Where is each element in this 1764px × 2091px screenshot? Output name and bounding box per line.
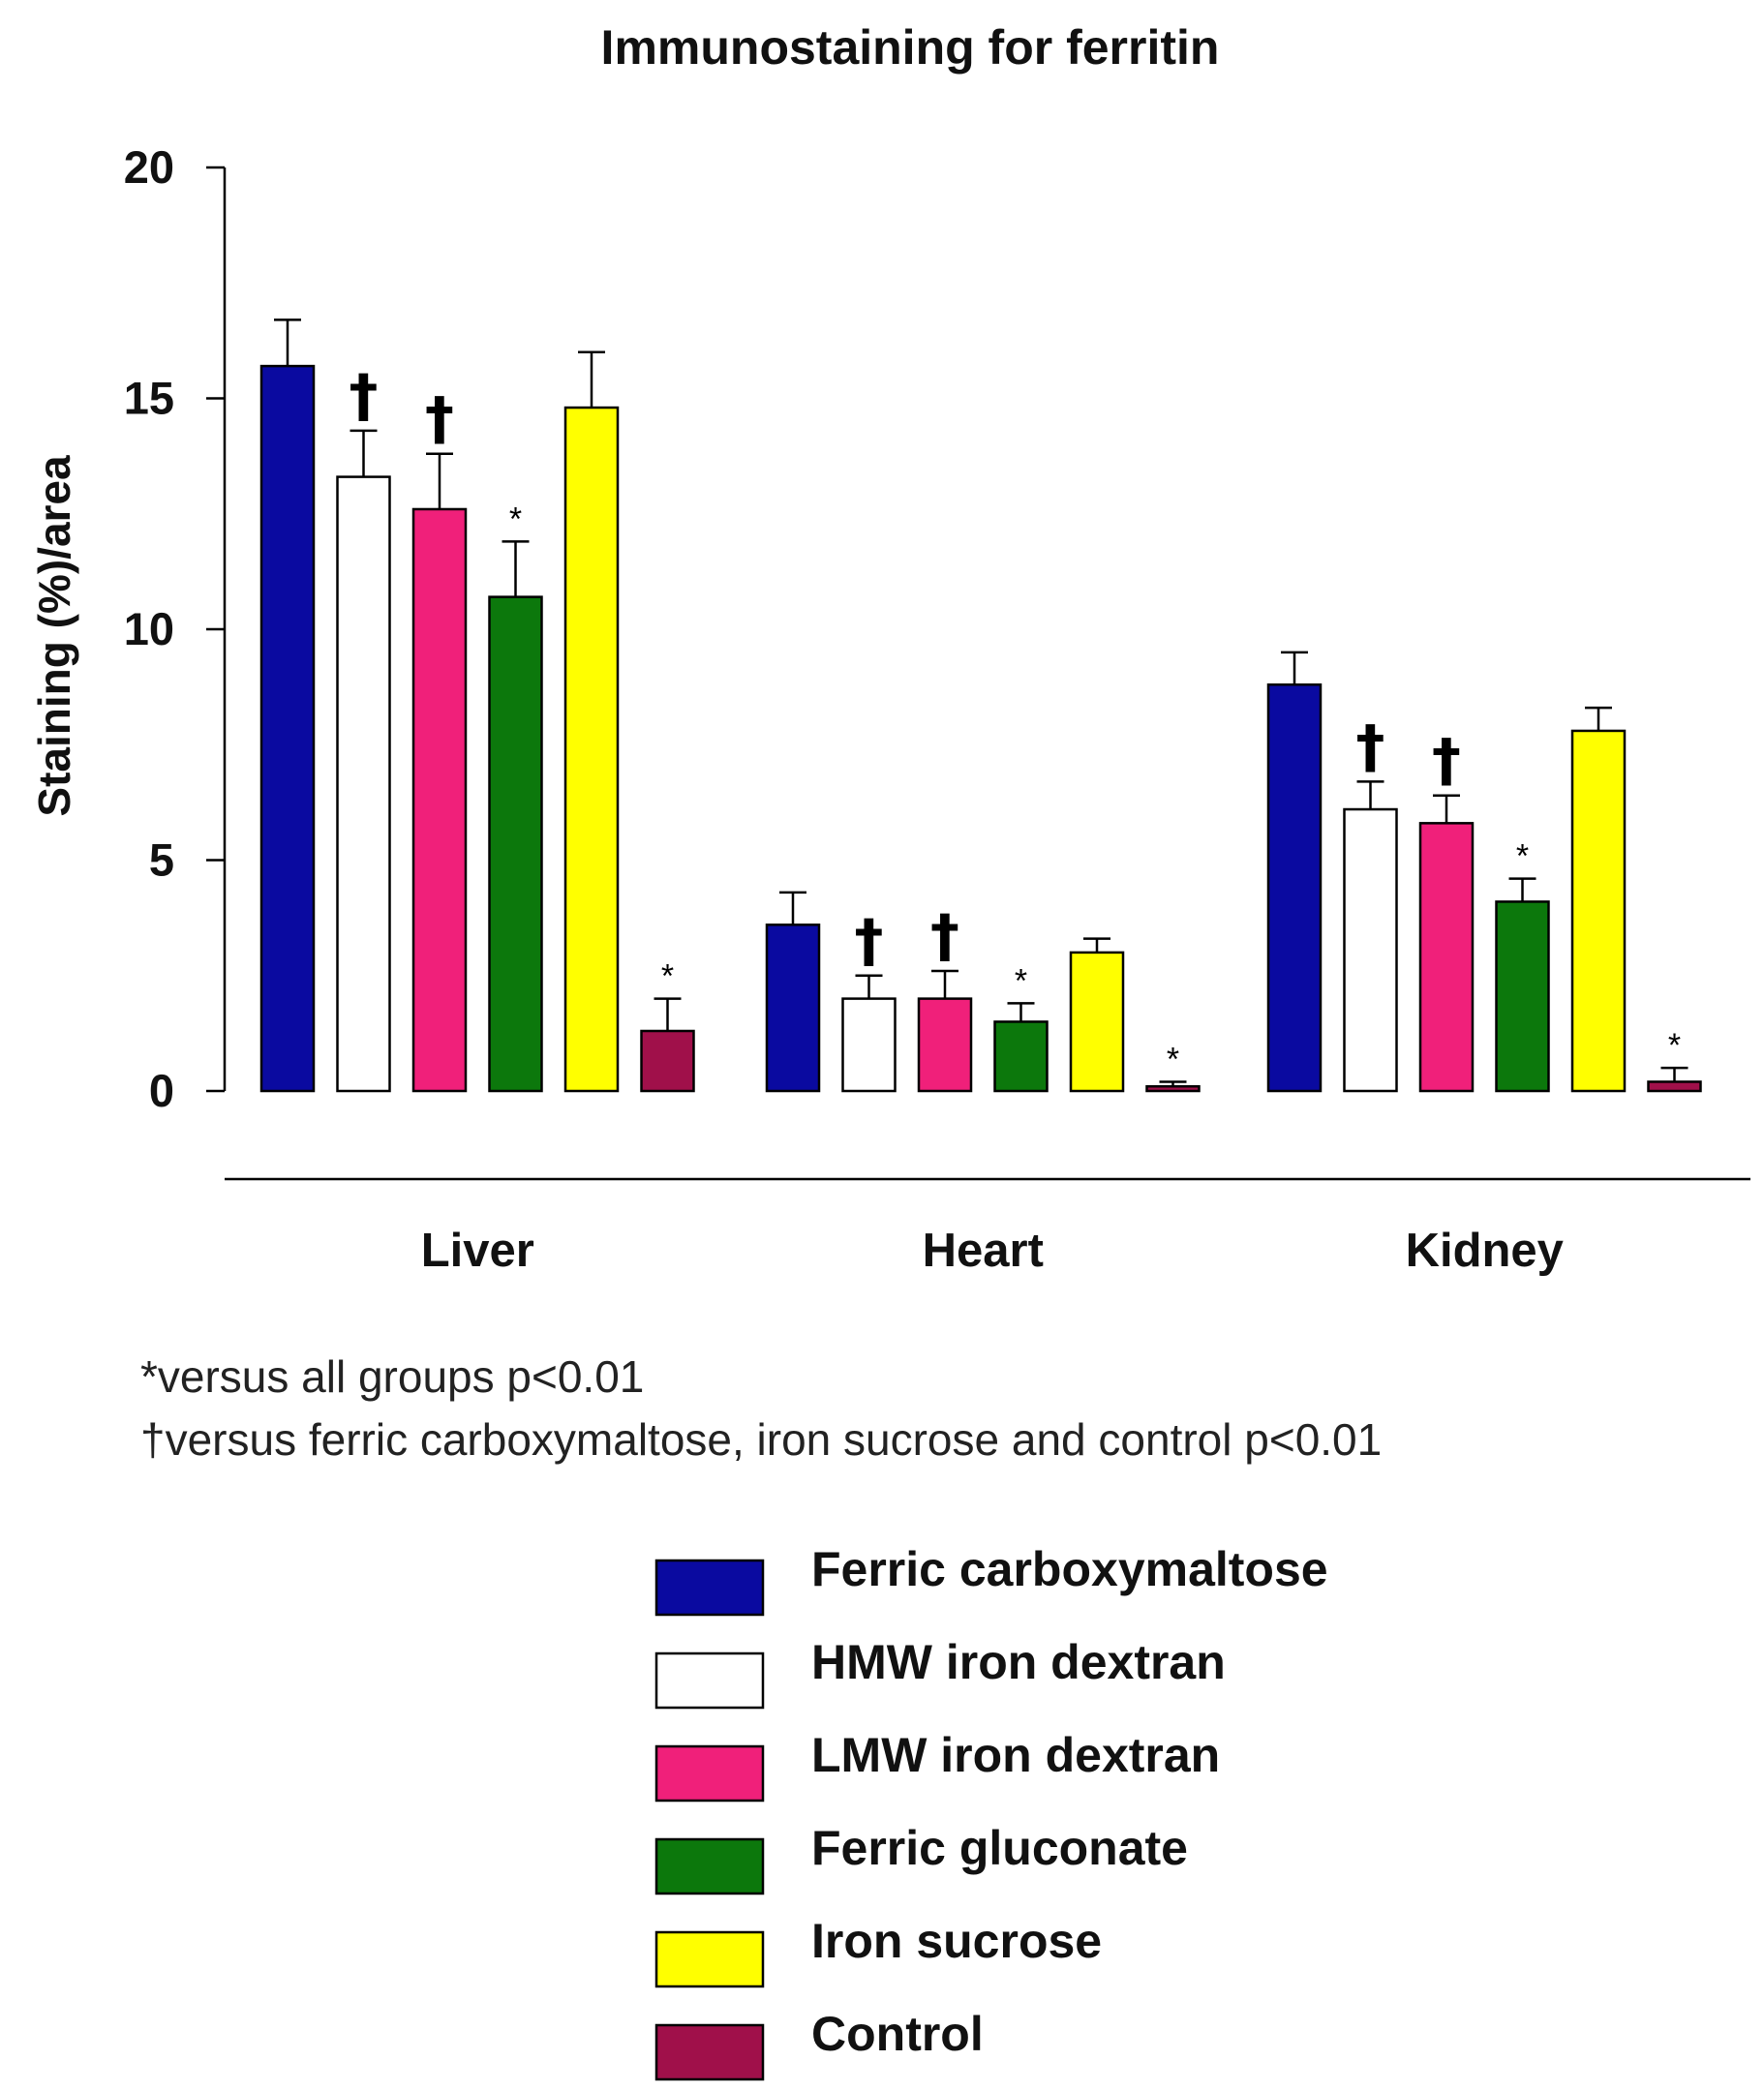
y-tick-label: 5 [149, 834, 174, 886]
significance-star: * [1015, 962, 1027, 999]
significance-star: * [1668, 1027, 1681, 1064]
bar [336, 475, 391, 1093]
chart-title: Immunostaining for ferritin [601, 20, 1220, 75]
significance-dagger: † [425, 385, 454, 453]
bar [563, 406, 620, 1093]
legend-label: Ferric gluconate [811, 1821, 1188, 1875]
significance-dagger: † [1356, 712, 1385, 780]
footnote-dagger: †versus ferric carboxymaltose, iron sucr… [140, 1414, 1382, 1465]
bar [1343, 807, 1398, 1093]
legend-swatch [654, 2023, 765, 2081]
significance-star: * [509, 500, 522, 537]
bar [411, 507, 468, 1093]
bar [640, 1029, 695, 1093]
bar [1069, 951, 1125, 1093]
legend-swatch [654, 1652, 765, 1710]
legend-label: Ferric carboxymaltose [811, 1542, 1328, 1596]
bars-layer: † † † † † † * * * * * * [259, 318, 1702, 1093]
significance-dagger: † [930, 902, 959, 970]
legend-label: LMW iron dextran [811, 1728, 1220, 1782]
category-labels: Liver Heart Kidney [421, 1225, 1564, 1277]
bar [1418, 822, 1475, 1093]
bar [1647, 1080, 1702, 1093]
bar [917, 997, 973, 1093]
legend-swatch [654, 1837, 765, 1895]
category-label: Liver [421, 1225, 534, 1277]
bar [841, 997, 897, 1093]
significance-star: * [661, 958, 674, 995]
bar [1495, 900, 1550, 1093]
bar [259, 364, 316, 1093]
legend-label: HMW iron dextran [811, 1635, 1226, 1689]
bar [488, 595, 543, 1093]
significance-dagger: † [350, 362, 379, 430]
significance-dagger: † [1432, 727, 1461, 795]
footnote-star: *versus all groups p<0.01 [140, 1351, 644, 1402]
bar [1266, 682, 1323, 1093]
bar [765, 924, 821, 1093]
significance-star: * [1167, 1041, 1179, 1077]
legend-swatch [654, 1559, 765, 1617]
bar [1145, 1084, 1201, 1093]
y-axis-ticks: 0 5 10 15 20 [124, 141, 225, 1116]
y-axis-label: Staining (%)/area [29, 455, 79, 817]
category-label: Kidney [1406, 1225, 1564, 1277]
legend-swatch [654, 1930, 765, 1988]
y-tick-label: 20 [124, 141, 174, 193]
legend-label: Control [811, 2007, 984, 2061]
y-tick-label: 15 [124, 373, 174, 424]
bar [993, 1020, 1049, 1093]
bar [1570, 729, 1627, 1093]
y-tick-label: 10 [124, 603, 174, 654]
category-label: Heart [923, 1225, 1044, 1277]
significance-dagger: † [855, 907, 884, 975]
significance-star: * [1516, 838, 1529, 875]
y-tick-label: 0 [149, 1065, 174, 1116]
legend-label: Iron sucrose [811, 1914, 1102, 1968]
legend-swatch [654, 1744, 765, 1803]
legend: Ferric carboxymaltose HMW iron dextran LMW… [654, 1542, 1328, 2081]
